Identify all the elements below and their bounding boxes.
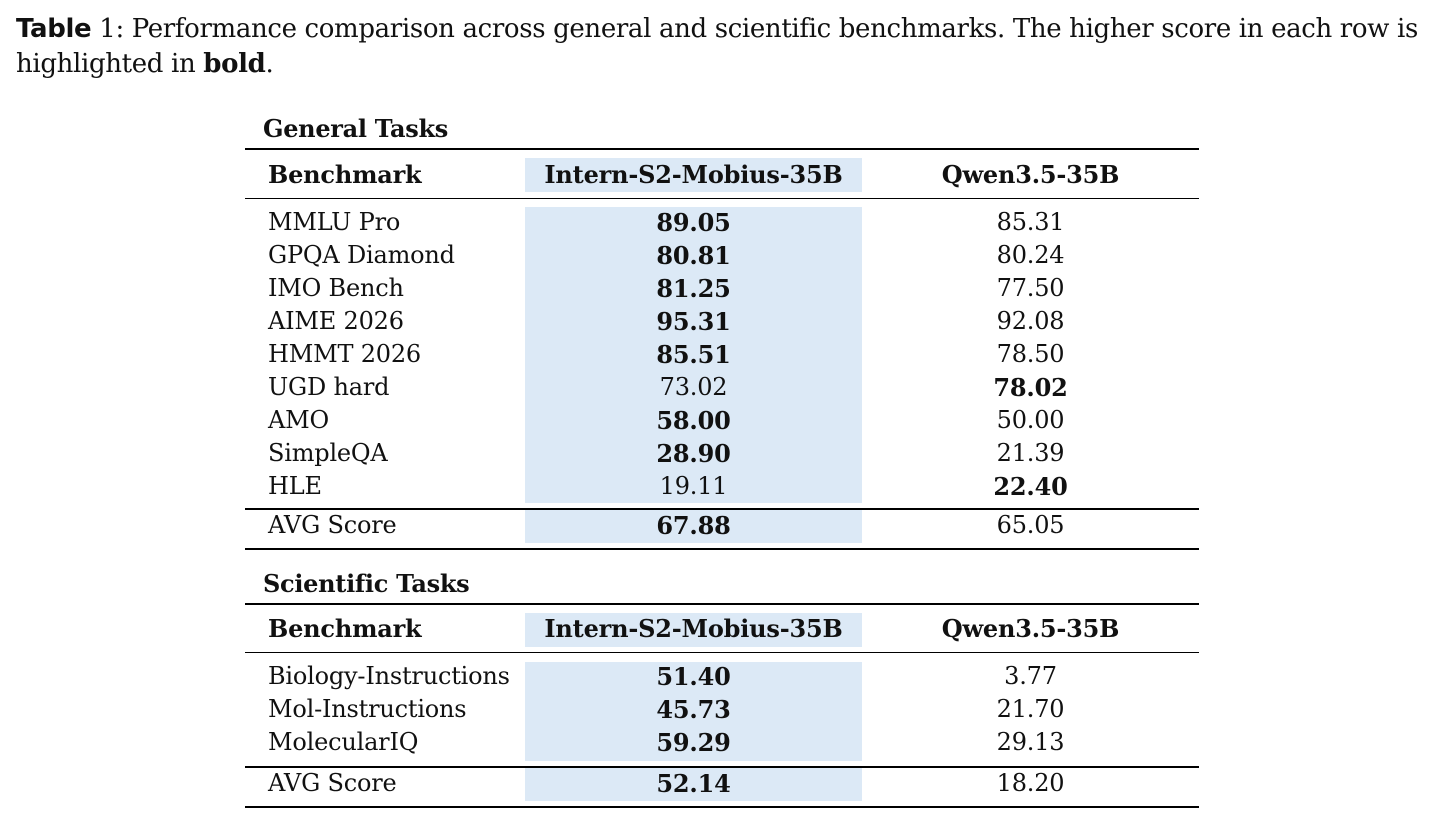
- header-row: Benchmark Intern-S2-Mobius-35B Qwen3.5-3…: [245, 158, 1199, 191]
- qwen-score-cell: 21.39: [996, 439, 1065, 467]
- qwen-score-cell: 22.40: [993, 472, 1068, 501]
- avg-label: AVG Score: [268, 511, 397, 539]
- table-row: AIME 2026 95.31 92.08: [245, 305, 1199, 338]
- benchmark-cell: MolecularIQ: [268, 728, 419, 756]
- section-title: Scientific Tasks: [263, 569, 470, 598]
- table-row: Mol-Instructions 45.73 21.70: [245, 693, 1199, 726]
- qwen-score-cell: 29.13: [996, 728, 1065, 756]
- intern-score-cell: 19.11: [659, 472, 728, 500]
- avg-label: AVG Score: [268, 769, 397, 797]
- caption-bold-word: bold: [203, 49, 266, 79]
- qwen-score-cell: 77.50: [996, 274, 1065, 302]
- benchmark-cell: IMO Bench: [268, 274, 404, 302]
- top-rule: [245, 603, 1199, 605]
- header-intern: Intern-S2-Mobius-35B: [544, 614, 843, 643]
- avg-qwen: 18.20: [996, 769, 1065, 797]
- scientific-tasks-table: Scientific Tasks Benchmark Intern-S2-Mob…: [245, 565, 1199, 815]
- top-rule: [245, 148, 1199, 150]
- benchmark-cell: AIME 2026: [268, 307, 404, 335]
- intern-score-cell: 59.29: [656, 728, 731, 757]
- body-highlight: [525, 207, 862, 503]
- table-row: UGD hard 73.02 78.02: [245, 371, 1199, 404]
- table-row: SimpleQA 28.90 21.39: [245, 437, 1199, 470]
- avg-row: AVG Score 67.88 65.05: [245, 509, 1199, 542]
- table-row: Biology-Instructions 51.40 3.77: [245, 660, 1199, 693]
- benchmark-cell: GPQA Diamond: [268, 241, 455, 269]
- qwen-score-cell: 50.00: [996, 406, 1065, 434]
- caption-label: Table: [16, 14, 92, 44]
- avg-intern: 52.14: [656, 769, 731, 798]
- header-benchmark: Benchmark: [268, 160, 422, 189]
- table-row: MMLU Pro 89.05 85.31: [245, 206, 1199, 239]
- header-row: Benchmark Intern-S2-Mobius-35B Qwen3.5-3…: [245, 612, 1199, 645]
- section-title: General Tasks: [263, 114, 449, 143]
- general-tasks-table: General Tasks Benchmark Intern-S2-Mobius…: [245, 110, 1199, 555]
- intern-score-cell: 80.81: [656, 241, 731, 270]
- header-intern: Intern-S2-Mobius-35B: [544, 160, 843, 189]
- qwen-score-cell: 80.24: [996, 241, 1065, 269]
- avg-rule: [245, 766, 1199, 768]
- avg-highlight: [525, 510, 862, 543]
- caption-end: .: [265, 49, 274, 79]
- table-row: GPQA Diamond 80.81 80.24: [245, 239, 1199, 272]
- header-highlight: [525, 613, 862, 647]
- table-row: HLE 19.11 22.40: [245, 470, 1199, 503]
- bottom-rule: [245, 806, 1199, 808]
- qwen-score-cell: 85.31: [996, 208, 1065, 236]
- table-row: AMO 58.00 50.00: [245, 404, 1199, 437]
- body-highlight: [525, 662, 862, 761]
- mid-rule: [245, 652, 1199, 653]
- intern-score-cell: 73.02: [659, 373, 728, 401]
- qwen-score-cell: 78.02: [993, 373, 1068, 402]
- table-row: MolecularIQ 59.29 29.13: [245, 726, 1199, 759]
- benchmark-cell: UGD hard: [268, 373, 390, 401]
- table-row: IMO Bench 81.25 77.50: [245, 272, 1199, 305]
- table-caption: Table 1: Performance comparison across g…: [16, 12, 1431, 82]
- qwen-score-cell: 21.70: [996, 695, 1065, 723]
- intern-score-cell: 81.25: [656, 274, 731, 303]
- header-qwen: Qwen3.5-35B: [941, 160, 1120, 189]
- table-row: HMMT 2026 85.51 78.50: [245, 338, 1199, 371]
- avg-rule: [245, 508, 1199, 510]
- header-benchmark: Benchmark: [268, 614, 422, 643]
- benchmark-cell: HLE: [268, 472, 322, 500]
- avg-intern: 67.88: [656, 511, 731, 540]
- avg-qwen: 65.05: [996, 511, 1065, 539]
- benchmark-cell: HMMT 2026: [268, 340, 421, 368]
- benchmark-cell: MMLU Pro: [268, 208, 401, 236]
- benchmark-cell: Mol-Instructions: [268, 695, 467, 723]
- benchmark-cell: SimpleQA: [268, 439, 388, 467]
- qwen-score-cell: 92.08: [996, 307, 1065, 335]
- benchmark-cell: AMO: [268, 406, 329, 434]
- intern-score-cell: 45.73: [656, 695, 731, 724]
- caption-number: 1: [91, 14, 116, 44]
- intern-score-cell: 95.31: [656, 307, 731, 336]
- header-qwen: Qwen3.5-35B: [941, 614, 1120, 643]
- mid-rule: [245, 198, 1199, 199]
- benchmark-cell: Biology-Instructions: [268, 662, 510, 690]
- header-highlight: [525, 158, 862, 192]
- intern-score-cell: 28.90: [656, 439, 731, 468]
- avg-row: AVG Score 52.14 18.20: [245, 767, 1199, 800]
- qwen-score-cell: 78.50: [996, 340, 1065, 368]
- intern-score-cell: 89.05: [656, 208, 731, 237]
- bottom-rule: [245, 548, 1199, 550]
- qwen-score-cell: 3.77: [1004, 662, 1057, 690]
- intern-score-cell: 85.51: [656, 340, 731, 369]
- intern-score-cell: 58.00: [656, 406, 731, 435]
- intern-score-cell: 51.40: [656, 662, 731, 691]
- caption-text: : Performance comparison across general …: [16, 14, 1418, 79]
- avg-highlight: [525, 768, 862, 801]
